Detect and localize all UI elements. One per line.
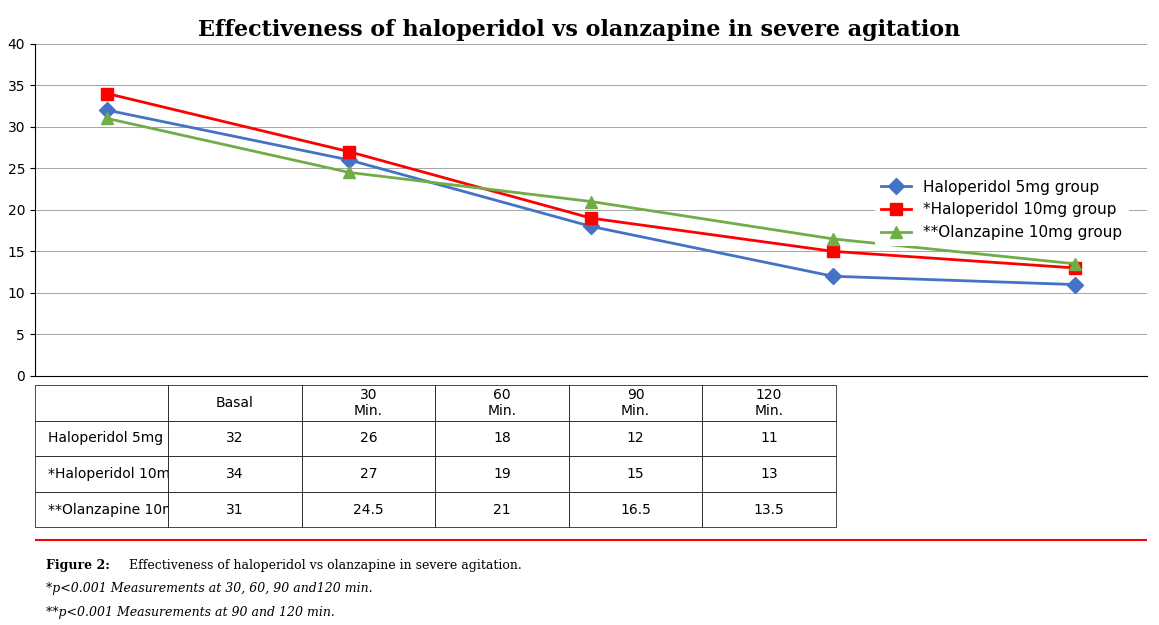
- Text: Figure 2:: Figure 2:: [46, 559, 110, 572]
- Haloperidol 5mg group: [1067, 281, 1081, 288]
- *Haloperidol 10mg group: [826, 248, 840, 255]
- **Olanzapine 10mg group: [1067, 260, 1081, 268]
- **Olanzapine 10mg group: [826, 235, 840, 242]
- Text: Effectiveness of haloperidol vs olanzapine in severe agitation.: Effectiveness of haloperidol vs olanzapi…: [130, 559, 522, 572]
- Text: *p<0.001 Measurements at 30, 60, 90 and120 min.: *p<0.001 Measurements at 30, 60, 90 and1…: [46, 582, 372, 595]
- Haloperidol 5mg group: [101, 106, 115, 114]
- *Haloperidol 10mg group: [584, 214, 598, 222]
- Legend: Haloperidol 5mg group, *Haloperidol 10mg group, **Olanzapine 10mg group: Haloperidol 5mg group, *Haloperidol 10mg…: [875, 174, 1129, 246]
- **Olanzapine 10mg group: [584, 198, 598, 205]
- Haloperidol 5mg group: [826, 272, 840, 280]
- Line: *Haloperidol 10mg group: *Haloperidol 10mg group: [102, 88, 1080, 274]
- **Olanzapine 10mg group: [342, 169, 356, 176]
- *Haloperidol 10mg group: [101, 90, 115, 98]
- Text: **p<0.001 Measurements at 90 and 120 min.: **p<0.001 Measurements at 90 and 120 min…: [46, 606, 335, 619]
- *Haloperidol 10mg group: [342, 148, 356, 156]
- *Haloperidol 10mg group: [1067, 264, 1081, 272]
- **Olanzapine 10mg group: [101, 115, 115, 122]
- Line: Haloperidol 5mg group: Haloperidol 5mg group: [102, 104, 1080, 290]
- Text: Effectiveness of haloperidol vs olanzapine in severe agitation: Effectiveness of haloperidol vs olanzapi…: [198, 19, 961, 41]
- Line: **Olanzapine 10mg group: **Olanzapine 10mg group: [102, 113, 1080, 269]
- Haloperidol 5mg group: [584, 222, 598, 230]
- Haloperidol 5mg group: [342, 156, 356, 164]
